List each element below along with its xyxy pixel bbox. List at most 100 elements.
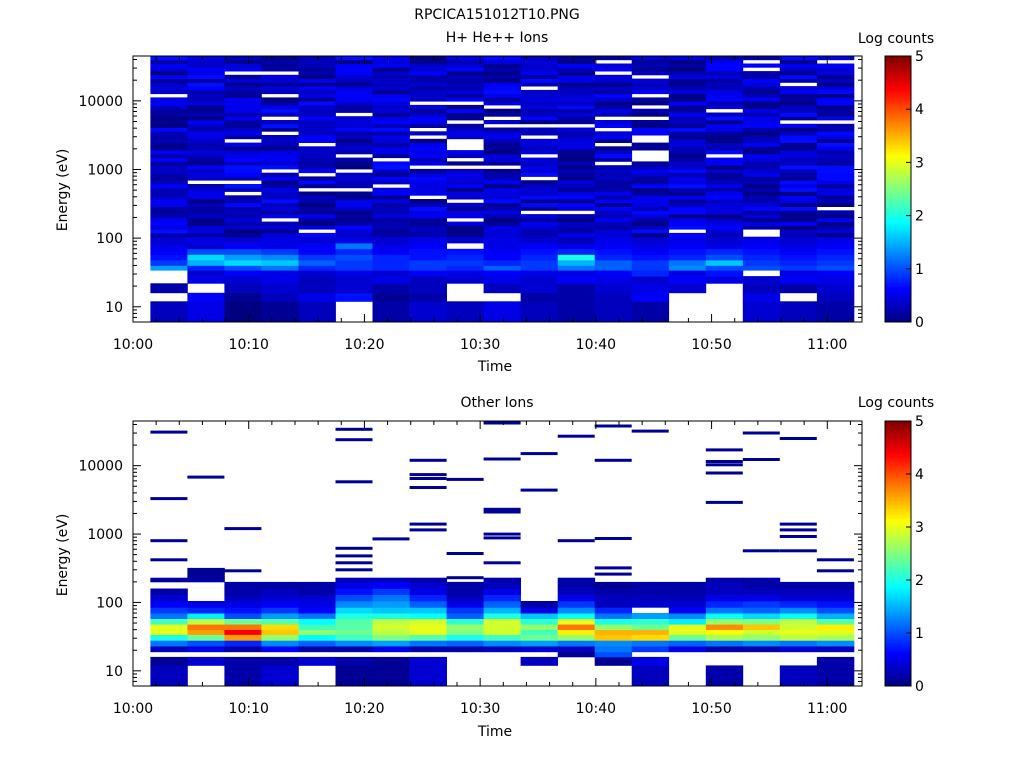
heatmap-cell <box>261 101 299 106</box>
heatmap-cell <box>631 56 670 61</box>
heatmap-cell <box>557 594 596 602</box>
colorbar-segment <box>885 133 911 137</box>
heatmap-cell <box>668 629 707 635</box>
heatmap-cell <box>779 301 818 323</box>
heatmap-cell <box>150 161 188 166</box>
heatmap-cell <box>224 67 262 72</box>
heatmap-cell <box>520 270 558 277</box>
heatmap-cell <box>298 613 336 619</box>
heatmap-line <box>224 569 262 573</box>
heatmap-cell <box>557 634 596 641</box>
heatmap-cell <box>372 270 410 277</box>
colorbar-segment <box>885 478 911 482</box>
heatmap-cell <box>557 63 596 68</box>
heatmap-cell <box>483 243 521 250</box>
heatmap-cell <box>631 265 670 271</box>
heatmap-cell <box>742 161 781 166</box>
heatmap-cell <box>816 89 855 95</box>
colorbar-segment <box>885 655 911 658</box>
heatmap-cell <box>742 221 781 226</box>
heatmap-cell <box>224 82 262 87</box>
heatmap-cell <box>779 187 818 192</box>
heatmap-line <box>705 460 743 463</box>
heatmap-line <box>150 558 188 562</box>
heatmap-cell <box>705 629 744 635</box>
colorbar-segment <box>885 650 911 654</box>
colorbar-segment <box>885 84 911 88</box>
heatmap-cell <box>409 153 447 159</box>
heatmap-cell <box>187 221 225 226</box>
heatmap-cell <box>298 108 336 113</box>
heatmap-cell <box>335 59 373 64</box>
x-tick-label: 10:10 <box>229 337 269 353</box>
heatmap-cell <box>705 618 744 625</box>
heatmap-line <box>742 458 780 461</box>
heatmap-cell <box>224 581 262 589</box>
heatmap-cell <box>557 165 596 170</box>
heatmap-cell <box>335 588 373 596</box>
colorbar-segment <box>885 302 911 305</box>
heatmap-cell <box>816 283 855 294</box>
plot-axes: 10:00 10:10 10:20 10:30 10:40 10:50 11:0010100… <box>78 55 863 353</box>
heatmap-cell <box>187 646 225 653</box>
heatmap-line <box>705 471 743 475</box>
colorbar-segment <box>885 487 911 490</box>
heatmap-cell <box>779 74 818 79</box>
heatmap-cell <box>594 634 633 641</box>
heatmap-cell <box>631 640 670 647</box>
colorbar-frame <box>884 55 912 323</box>
heatmap-cell <box>705 276 744 284</box>
heatmap-cell <box>187 168 225 174</box>
heatmap-cell <box>594 646 633 653</box>
heatmap-cell <box>668 74 707 79</box>
heatmap-cell <box>816 82 855 87</box>
heatmap-cell <box>631 276 670 284</box>
heatmap-cell <box>335 646 373 653</box>
heatmap-cell <box>594 221 633 226</box>
heatmap-cell <box>150 165 188 170</box>
heatmap-cell <box>409 210 447 215</box>
heatmap-cell <box>372 82 410 87</box>
heatmap-cell <box>409 138 447 143</box>
colorbar-segment <box>885 255 911 259</box>
heatmap-cell <box>779 168 818 174</box>
heatmap-cell <box>150 176 188 181</box>
heatmap-cell <box>409 646 447 653</box>
heatmap-cell <box>594 202 633 207</box>
heatmap-cell <box>594 150 633 155</box>
heatmap-cell <box>224 78 262 83</box>
heatmap-cell <box>187 112 225 117</box>
heatmap-cell <box>298 265 336 271</box>
heatmap-cell <box>816 217 855 223</box>
heatmap-cell <box>150 248 188 255</box>
heatmap-cell <box>409 206 447 211</box>
colorbar-segment <box>885 186 911 190</box>
heatmap-cell <box>631 63 670 68</box>
heatmap-cell <box>557 236 596 244</box>
heatmap-cell <box>594 120 633 125</box>
heatmap-cell <box>446 89 484 95</box>
heatmap-cell <box>335 221 373 226</box>
heatmap-cell <box>520 199 558 204</box>
heatmap-line <box>705 500 743 504</box>
heatmap-cell <box>631 618 670 625</box>
heatmap-cell <box>446 176 484 181</box>
heatmap-cell <box>816 265 855 271</box>
heatmap-cell <box>409 82 447 87</box>
heatmap-cell <box>335 214 373 219</box>
heatmap-cell <box>446 97 484 102</box>
heatmap-cell <box>594 283 633 294</box>
heatmap-cell <box>742 613 781 619</box>
heatmap-cell <box>409 112 447 117</box>
heatmap-cell <box>816 214 855 219</box>
heatmap-cell <box>372 74 410 79</box>
heatmap-cell <box>557 153 596 159</box>
heatmap-cell <box>705 601 744 608</box>
heatmap-cell <box>409 142 447 147</box>
heatmap-cell <box>446 260 484 266</box>
heatmap-cell <box>557 581 596 589</box>
heatmap-cell <box>705 138 744 143</box>
heatmap-cell <box>557 82 596 87</box>
heatmap-cell <box>520 187 558 192</box>
colorbar-segment <box>885 306 911 310</box>
